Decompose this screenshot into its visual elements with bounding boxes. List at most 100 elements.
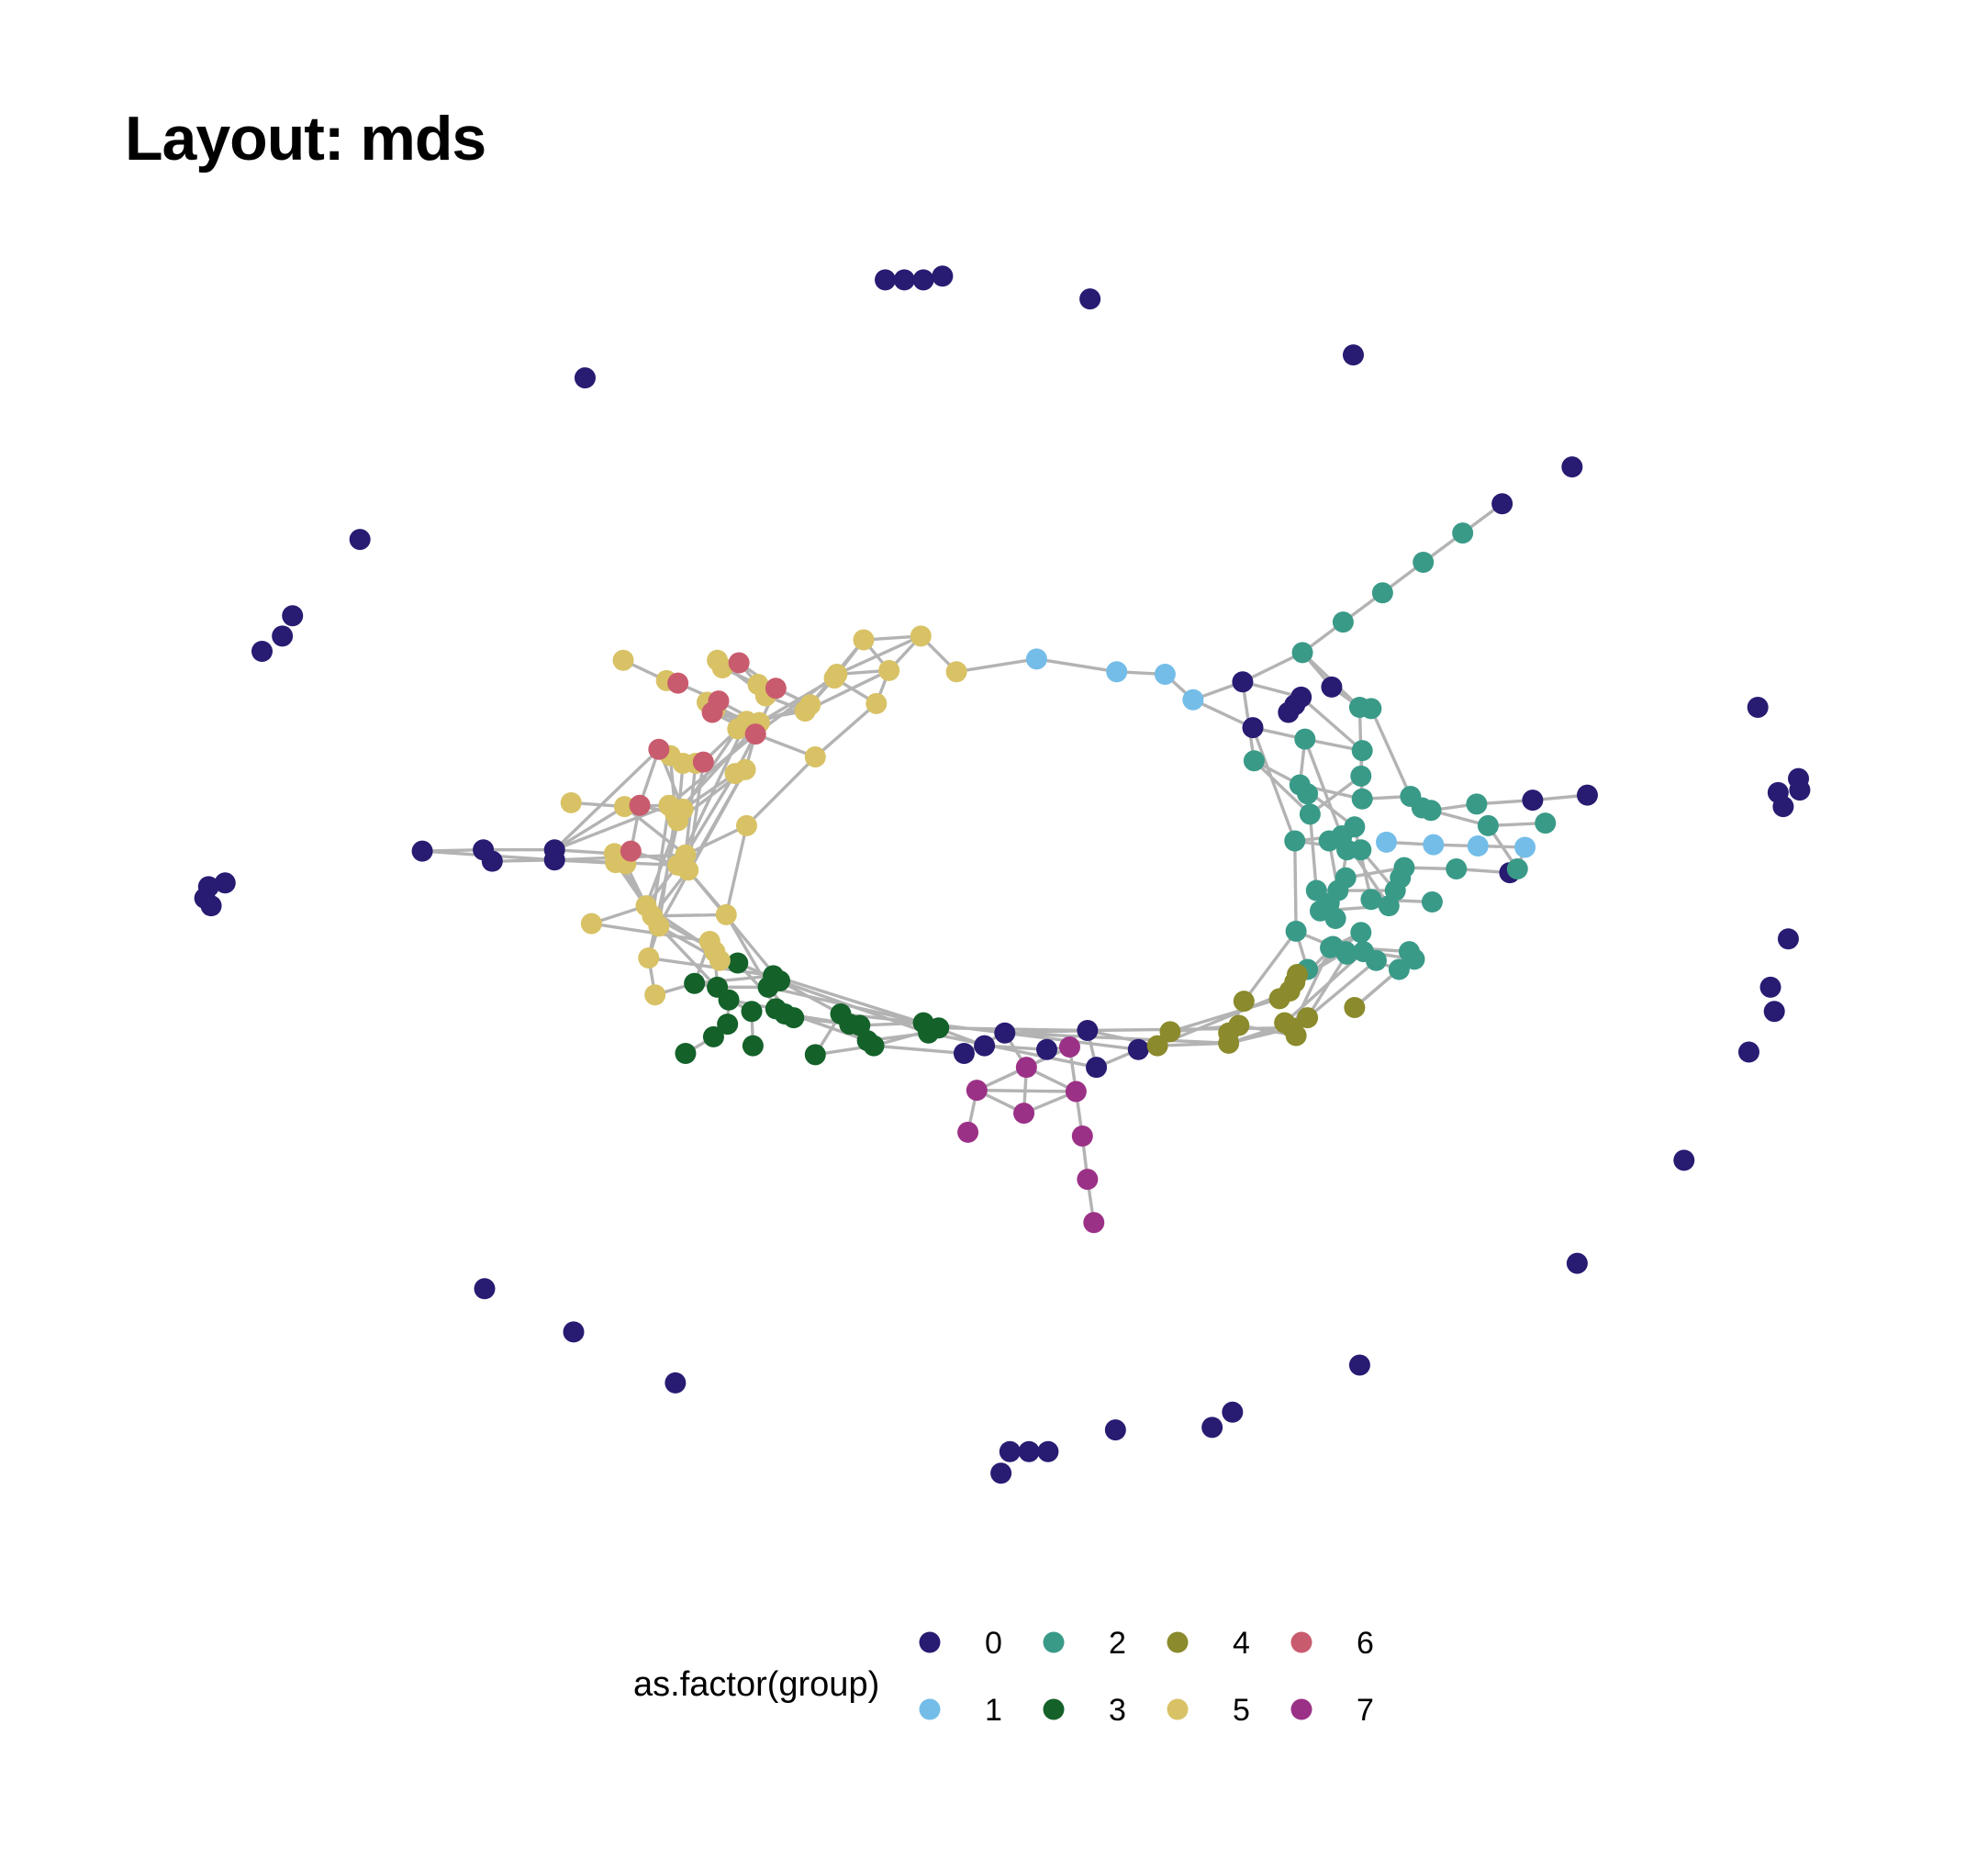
edge: [1003, 1031, 1231, 1046]
edge: [1353, 825, 1373, 901]
edge: [921, 1021, 1140, 1051]
node-group-0: [411, 840, 433, 862]
node-group-2: [1336, 943, 1358, 965]
legend-key-1: [919, 1698, 941, 1720]
node-group-0: [1201, 1416, 1223, 1439]
node-group-2: [1336, 839, 1358, 861]
node-group-4: [1233, 991, 1255, 1013]
node-group-1: [1106, 661, 1128, 683]
edge: [744, 755, 817, 828]
node-group-0: [1036, 1038, 1058, 1060]
legend-key-6: [1290, 1631, 1312, 1653]
edge: [1242, 929, 1298, 1003]
node-group-2: [1243, 750, 1265, 772]
node-group-6: [701, 701, 723, 723]
node-group-4: [1159, 1021, 1181, 1043]
node-group-5: [853, 629, 875, 651]
node-group-5: [799, 694, 821, 716]
node-group-0: [282, 605, 304, 627]
legend-label-3: 3: [1109, 1693, 1126, 1728]
node-group-3: [804, 1044, 826, 1066]
edge: [777, 979, 931, 1035]
legend-label-7: 7: [1357, 1693, 1374, 1728]
node-group-2: [1320, 936, 1342, 958]
legend-key-3: [1043, 1698, 1065, 1720]
node-group-0: [1342, 344, 1364, 366]
edge: [1299, 695, 1364, 753]
node-group-0: [1348, 1354, 1370, 1376]
legend-entry-5: 5: [1167, 1693, 1250, 1728]
node-group-0: [994, 1022, 1016, 1044]
node-group-3: [717, 1013, 739, 1036]
node-group-2: [1350, 765, 1372, 787]
legend-entry-6: 6: [1290, 1626, 1374, 1661]
node-group-0: [1321, 676, 1343, 698]
node-group-5: [644, 984, 666, 1006]
node-group-0: [990, 1462, 1012, 1484]
legend-label-5: 5: [1233, 1693, 1250, 1728]
node-group-2: [1413, 552, 1435, 574]
node-group-0: [999, 1440, 1021, 1462]
node-group-0: [1077, 1019, 1099, 1041]
node-group-3: [741, 1001, 763, 1023]
legend-key-4: [1167, 1631, 1189, 1653]
edge: [676, 720, 749, 868]
node-group-3: [675, 1042, 697, 1064]
node-group-0: [1566, 1252, 1588, 1274]
node-group-0: [665, 1372, 687, 1394]
node-group-0: [1242, 717, 1264, 739]
legend-key-5: [1167, 1698, 1189, 1720]
node-group-0: [953, 1042, 975, 1064]
legend: as.factor(group) 0 1 2 3 4 5 6 7: [633, 1626, 1374, 1728]
node-group-5: [945, 661, 967, 683]
node-group-4: [1146, 1035, 1168, 1057]
node-group-0: [1037, 1440, 1059, 1462]
node-group-4: [1344, 997, 1366, 1019]
node-group-7: [1058, 1036, 1080, 1058]
node-group-0: [481, 850, 503, 872]
node-group-5: [667, 810, 689, 832]
legend-entry-0: 0: [919, 1626, 1002, 1661]
node-group-6: [728, 652, 750, 674]
node-group-2: [1420, 800, 1442, 822]
node-group-5: [826, 663, 848, 685]
node-group-0: [349, 529, 371, 551]
edge: [1308, 774, 1363, 816]
edge: [647, 956, 776, 978]
node-group-0: [1522, 789, 1544, 812]
edge: [724, 823, 749, 917]
edge: [955, 657, 1039, 674]
edge: [872, 1044, 966, 1056]
edge: [1252, 759, 1312, 816]
node-group-0: [932, 265, 954, 287]
edge: [754, 732, 817, 759]
node-group-5: [638, 947, 660, 969]
edge: [553, 803, 671, 852]
node-group-6: [765, 677, 787, 700]
node-group-7: [957, 1121, 979, 1143]
node-group-2: [1421, 891, 1443, 913]
node-group-5: [612, 649, 634, 671]
legend-label-0: 0: [985, 1626, 1002, 1661]
node-group-2: [1291, 642, 1313, 664]
node-group-7: [1071, 1125, 1093, 1148]
node-group-2: [1365, 949, 1387, 971]
node-group-7: [1015, 1057, 1037, 1079]
node-group-2: [1299, 803, 1321, 825]
node-group-7: [1083, 1212, 1105, 1234]
edge: [771, 974, 941, 1030]
edge: [684, 823, 749, 857]
edge: [1369, 707, 1413, 799]
node-group-5: [709, 949, 731, 971]
legend-label-1: 1: [985, 1693, 1002, 1728]
node-group-2: [1332, 611, 1354, 633]
node-group-0: [1104, 1419, 1126, 1441]
node-group-5: [910, 625, 932, 647]
node-group-7: [1013, 1103, 1035, 1125]
edge: [657, 767, 747, 928]
node-group-0: [1772, 796, 1794, 818]
legend-label-6: 6: [1357, 1626, 1374, 1661]
node-group-4: [1287, 964, 1309, 986]
edge: [1305, 958, 1379, 1020]
edge: [813, 701, 878, 759]
